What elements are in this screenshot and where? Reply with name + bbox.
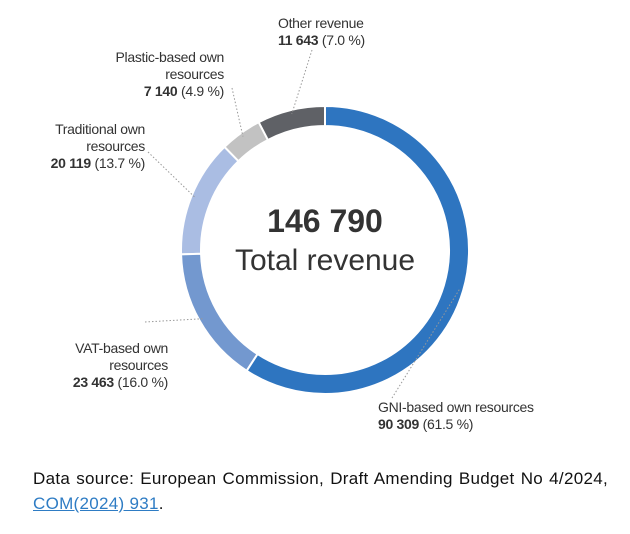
total-caption: Total revenue (235, 244, 415, 277)
share-label: (61.5 %) (422, 416, 474, 432)
share-label: (13.7 %) (94, 155, 145, 171)
category-label: Plastic-based own resources (115, 49, 224, 82)
value-line: 11 643 (7.0 %) (278, 32, 398, 49)
caption-text: Data source: European Commission, Draft … (33, 469, 608, 488)
caption-end: . (158, 494, 164, 513)
segment-label: GNI-based own resources 90 309 (61.5 %) (378, 399, 578, 433)
leader-line (231, 87, 244, 137)
value-label: 7 140 (143, 83, 178, 99)
share-label: (4.9 %) (180, 83, 224, 99)
share-label: (16.0 %) (117, 374, 168, 390)
leader-line (147, 151, 196, 198)
donut-segment (245, 104, 470, 395)
value-label: 23 463 (72, 374, 114, 390)
segment-label: VAT-based own resources 23 463 (16.0 %) (40, 340, 168, 391)
chart: 146 790 Total revenue (144, 49, 470, 399)
value-line: 7 140 (4.9 %) (100, 83, 224, 100)
leader-line (291, 49, 313, 115)
category-label: GNI-based own resources (378, 399, 534, 415)
caption: Data source: European Commission, Draft … (33, 466, 608, 516)
category-label: Other revenue (278, 15, 364, 31)
category-label: VAT-based own resources (75, 340, 168, 373)
donut-segment (180, 145, 240, 256)
value-label: 90 309 (378, 416, 420, 432)
donut-segment (257, 104, 326, 142)
donut-segment (223, 120, 270, 163)
leader-line (391, 289, 460, 399)
value-label: 11 643 (278, 32, 319, 48)
share-label: (7.0 %) (321, 32, 365, 48)
donut-segment (180, 252, 259, 373)
source-link[interactable]: COM(2024) 931 (33, 494, 159, 513)
segment-label: Plastic-based own resources 7 140 (4.9 %) (100, 49, 224, 100)
value-line: 90 309 (61.5 %) (378, 416, 578, 433)
value-label: 20 119 (50, 155, 92, 171)
segment-label: Traditional own resources 20 119 (13.7 %) (20, 121, 146, 172)
segment-label: Other revenue 11 643 (7.0 %) (278, 15, 398, 49)
leader-line (144, 318, 204, 323)
value-line: 20 119 (13.7 %) (20, 155, 146, 172)
total-value: 146 790 (267, 203, 383, 239)
category-label: Traditional own resources (55, 121, 145, 154)
value-line: 23 463 (16.0 %) (40, 374, 168, 391)
